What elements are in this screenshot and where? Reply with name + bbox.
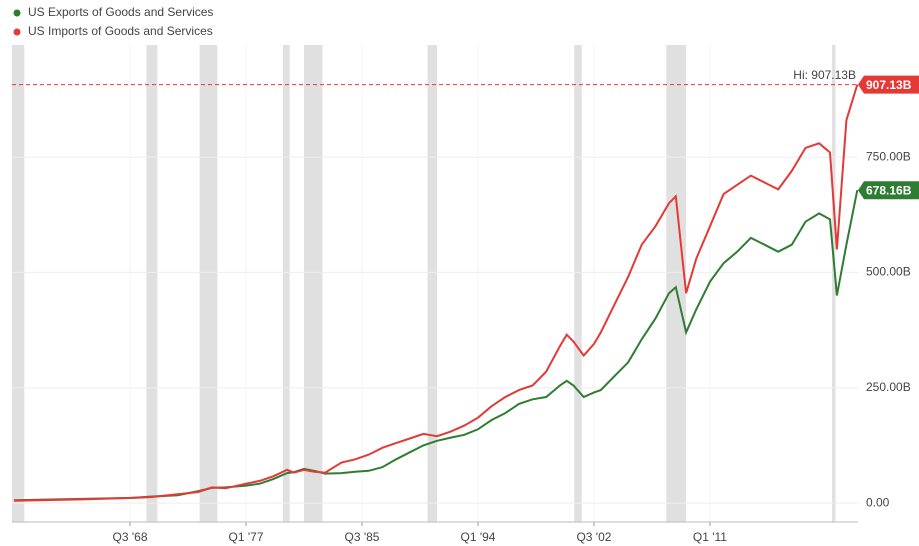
end-label-box <box>858 75 919 94</box>
x-tick-label: Q3 '68 <box>113 530 148 544</box>
recession-band <box>427 45 438 522</box>
recession-band <box>199 45 218 522</box>
recession-band <box>574 45 582 522</box>
y-tick-label: 750.00B <box>866 149 911 163</box>
end-label: 907.13B <box>866 78 912 92</box>
series-line <box>13 190 859 502</box>
recession-band <box>12 45 25 522</box>
y-tick-label: 0.00 <box>866 495 890 509</box>
recession-band <box>146 45 158 522</box>
high-label: Hi: 907.13B <box>793 68 856 82</box>
recession-band <box>282 45 290 522</box>
end-label: 678.16B <box>866 183 912 197</box>
x-tick-label: Q3 '85 <box>345 530 380 544</box>
x-tick-label: Q1 '77 <box>229 530 264 544</box>
y-tick-label: 500.00B <box>866 265 911 279</box>
series-line <box>13 84 859 502</box>
legend-marker <box>13 9 21 17</box>
recession-band <box>304 45 323 522</box>
x-tick-label: Q1 '11 <box>693 530 727 544</box>
legend-label: US Imports of Goods and Services <box>28 24 213 38</box>
x-tick-label: Q1 '94 <box>460 530 495 544</box>
x-tick-label: Q3 '02 <box>576 530 611 544</box>
recession-band <box>666 45 687 522</box>
y-tick-label: 250.00B <box>866 380 911 394</box>
legend-marker <box>13 28 21 36</box>
legend-label: US Exports of Goods and Services <box>28 5 213 19</box>
end-label-box <box>858 181 919 200</box>
recession-band <box>832 45 836 522</box>
